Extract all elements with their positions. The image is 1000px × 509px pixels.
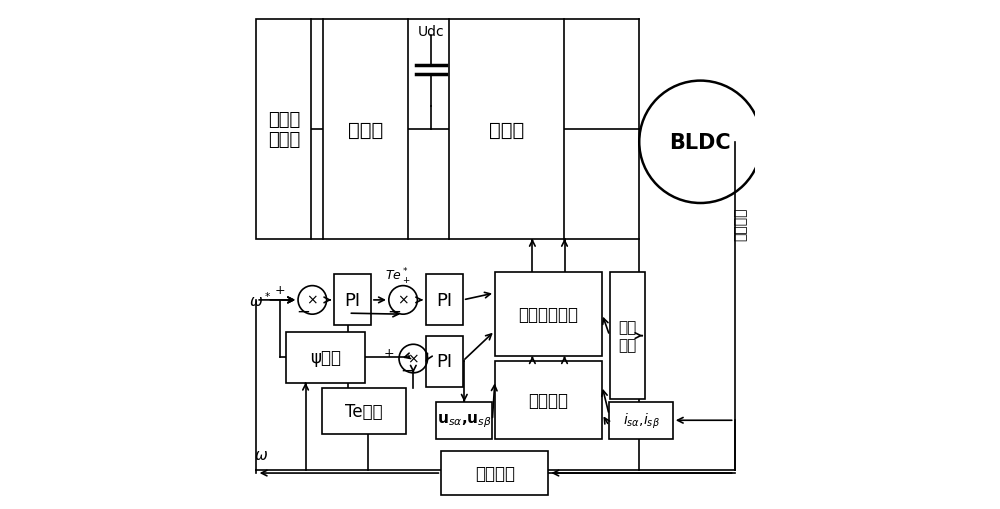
Text: $\omega$: $\omega$ xyxy=(254,447,268,463)
Text: 供电交
流电源: 供电交 流电源 xyxy=(268,110,300,149)
Text: −: − xyxy=(296,302,310,321)
Text: 计算磁链: 计算磁链 xyxy=(528,391,568,409)
Text: PI: PI xyxy=(436,291,452,309)
FancyBboxPatch shape xyxy=(334,275,371,326)
FancyBboxPatch shape xyxy=(323,20,408,239)
Text: PI: PI xyxy=(345,291,361,309)
FancyBboxPatch shape xyxy=(286,332,365,383)
Text: $\mathbf{u}_{s\alpha}$,$\mathbf{u}_{s\beta}$: $\mathbf{u}_{s\alpha}$,$\mathbf{u}_{s\be… xyxy=(437,412,492,429)
Text: +: + xyxy=(275,284,286,297)
FancyBboxPatch shape xyxy=(495,361,602,439)
FancyBboxPatch shape xyxy=(610,272,645,400)
Text: −: − xyxy=(387,302,401,321)
Text: $i_{s\alpha}$,$i_{s\beta}$: $i_{s\alpha}$,$i_{s\beta}$ xyxy=(623,411,659,430)
FancyBboxPatch shape xyxy=(322,388,406,434)
FancyBboxPatch shape xyxy=(495,272,602,356)
Text: $\times$: $\times$ xyxy=(306,293,318,307)
FancyBboxPatch shape xyxy=(426,336,463,387)
Text: $Te_+^*$: $Te_+^*$ xyxy=(385,267,411,287)
FancyBboxPatch shape xyxy=(609,402,673,439)
Text: +: + xyxy=(384,346,394,359)
Text: $\times$: $\times$ xyxy=(407,352,419,366)
FancyBboxPatch shape xyxy=(441,451,548,495)
Text: PI: PI xyxy=(436,352,452,371)
Text: 开关矢量选择: 开关矢量选择 xyxy=(518,305,578,323)
Text: ψ计算: ψ计算 xyxy=(310,348,341,366)
FancyBboxPatch shape xyxy=(256,20,311,239)
Text: $\times$: $\times$ xyxy=(397,293,409,307)
Text: BLDC: BLDC xyxy=(670,132,731,153)
Text: 位置信号: 位置信号 xyxy=(734,207,748,241)
FancyBboxPatch shape xyxy=(426,275,463,326)
Text: $\omega^*$: $\omega^*$ xyxy=(249,291,272,309)
FancyBboxPatch shape xyxy=(449,20,564,239)
Text: 逆变器: 逆变器 xyxy=(489,120,524,139)
Text: 扇区
选择: 扇区 选择 xyxy=(618,320,637,352)
Text: −: − xyxy=(400,361,414,379)
Text: Te计算: Te计算 xyxy=(345,402,382,420)
FancyBboxPatch shape xyxy=(436,402,492,439)
Text: Udc: Udc xyxy=(418,24,444,39)
Text: 速度计算: 速度计算 xyxy=(475,464,515,482)
Text: 整流器: 整流器 xyxy=(348,120,383,139)
